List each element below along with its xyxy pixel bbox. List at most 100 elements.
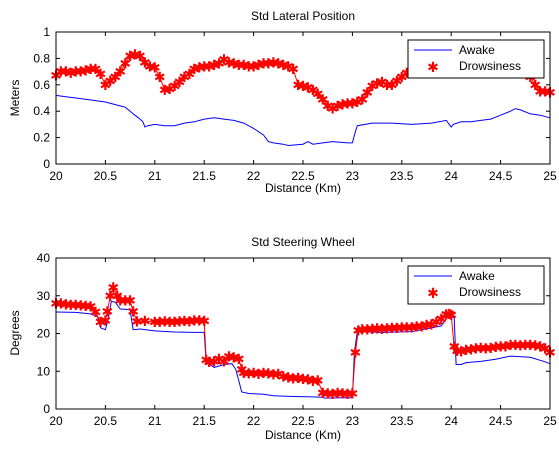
data-point-drowsiness: ✱ — [85, 62, 97, 78]
data-point-drowsiness: ✱ — [60, 65, 72, 81]
data-point-drowsiness: ✱ — [524, 338, 536, 354]
series-line-awake — [55, 300, 551, 399]
x-tick-label: 20.5 — [94, 169, 118, 183]
data-point-drowsiness: ✱ — [322, 99, 334, 115]
x-tick-label: 21.5 — [193, 414, 217, 428]
y-tick-label: 10 — [37, 364, 51, 378]
data-point-drowsiness: ✱ — [426, 317, 438, 333]
data-point-drowsiness: ✱ — [193, 61, 205, 77]
data-point-drowsiness: ✱ — [154, 315, 166, 331]
data-point-drowsiness: ✱ — [60, 297, 72, 313]
data-point-drowsiness: ✱ — [124, 293, 136, 309]
series-line-awake — [55, 94, 551, 147]
data-point-drowsiness: ✱ — [236, 362, 248, 378]
x-tick-label: 21.5 — [193, 169, 217, 183]
data-point-drowsiness: ✱ — [119, 57, 131, 73]
data-point-drowsiness: ✱ — [159, 314, 171, 330]
x-tick-label: 22 — [247, 169, 261, 183]
data-point-drowsiness: ✱ — [131, 314, 143, 330]
data-point-drowsiness: ✱ — [396, 321, 408, 337]
y-tick-label: 1 — [43, 25, 50, 39]
data-point-drowsiness: ✱ — [391, 74, 403, 90]
data-point-drowsiness: ✱ — [534, 340, 546, 356]
data-point-drowsiness: ✱ — [307, 374, 319, 390]
data-point-drowsiness: ✱ — [90, 305, 102, 321]
x-tick-label: 23.5 — [390, 169, 414, 183]
x-tick-label: 23 — [346, 414, 360, 428]
data-point-drowsiness: ✱ — [519, 338, 531, 354]
data-point-drowsiness: ✱ — [485, 341, 497, 357]
data-point-drowsiness: ✱ — [451, 344, 463, 360]
data-point-drowsiness: ✱ — [238, 366, 250, 382]
data-point-drowsiness: ✱ — [124, 49, 136, 65]
data-point-drowsiness: ✱ — [480, 342, 492, 358]
x-tick-label: 20 — [49, 169, 63, 183]
x-tick-label: 23.5 — [390, 414, 414, 428]
data-point-drowsiness: ✱ — [440, 308, 452, 324]
data-point-drowsiness: ✱ — [529, 78, 541, 94]
data-point-drowsiness: ✱ — [386, 78, 398, 94]
data-point-drowsiness: ✱ — [347, 96, 359, 112]
y-tick-label: 30 — [37, 289, 51, 303]
x-tick-label: 24.5 — [489, 414, 513, 428]
data-point-drowsiness: ✱ — [95, 315, 107, 331]
data-point-drowsiness: ✱ — [164, 82, 176, 98]
data-point-drowsiness: ✱ — [396, 70, 408, 86]
data-point-drowsiness: ✱ — [248, 366, 260, 382]
data-point-drowsiness: ✱ — [342, 96, 354, 112]
chart-steering-wheel: ✱✱✱✱✱✱✱✱✱✱✱✱✱✱✱✱✱✱✱✱✱✱✱✱✱✱✱✱✱✱✱✱✱✱✱✱✱✱✱✱… — [8, 235, 557, 442]
data-point-drowsiness: ✱ — [100, 313, 112, 329]
data-point-drowsiness: ✱ — [361, 323, 373, 339]
data-point-drowsiness: ✱ — [85, 300, 97, 316]
x-tick-label: 23 — [346, 169, 360, 183]
data-point-drowsiness: ✱ — [263, 57, 275, 73]
data-point-drowsiness: ✱ — [114, 65, 126, 81]
data-point-drowsiness: ✱ — [539, 84, 551, 100]
y-tick-label: 20 — [37, 327, 51, 341]
data-point-drowsiness: ✱ — [253, 367, 265, 383]
data-point-drowsiness: ✱ — [381, 322, 393, 338]
legend-label-drowsiness: Drowsiness — [459, 59, 521, 73]
data-point-drowsiness: ✱ — [223, 350, 235, 366]
data-point-drowsiness: ✱ — [179, 314, 191, 330]
legend-swatch-drowsiness: ✱ — [427, 59, 439, 75]
plot-content: ✱✱✱✱✱✱✱✱✱✱✱✱✱✱✱✱✱✱✱✱✱✱✱✱✱✱✱✱✱✱✱✱✱✱✱✱✱✱✱✱… — [50, 280, 556, 403]
data-point-drowsiness: ✱ — [169, 79, 181, 95]
data-point-drowsiness: ✱ — [80, 63, 92, 79]
y-tick-label: 0 — [43, 402, 50, 416]
data-point-drowsiness: ✱ — [179, 70, 191, 86]
data-point-drowsiness: ✱ — [361, 86, 373, 102]
x-tick-label: 21 — [148, 169, 162, 183]
legend-box — [407, 39, 545, 79]
axes: 20 20.5 21 21.5 22 22.5 23 23.5 24 24.5 25 0 0.2 0.4 0… — [33, 25, 557, 183]
data-point-drowsiness: ✱ — [342, 387, 354, 403]
data-point-drowsiness: ✱ — [100, 78, 112, 94]
legend-box — [407, 265, 545, 305]
x-axis-label: Distance (Km) — [265, 181, 341, 195]
data-point-drowsiness: ✱ — [184, 67, 196, 83]
chart-title: Std Lateral Position — [251, 9, 355, 23]
data-point-drowsiness: ✱ — [129, 47, 141, 63]
data-point-drowsiness: ✱ — [401, 321, 413, 337]
data-point-drowsiness: ✱ — [102, 305, 114, 321]
data-point-drowsiness: ✱ — [164, 315, 176, 331]
data-point-drowsiness: ✱ — [272, 57, 284, 73]
data-point-drowsiness: ✱ — [317, 386, 329, 402]
data-point-drowsiness: ✱ — [144, 59, 156, 75]
data-point-drowsiness: ✱ — [233, 58, 245, 74]
data-point-drowsiness: ✱ — [350, 345, 362, 361]
data-point-drowsiness: ✱ — [421, 318, 433, 334]
data-point-drowsiness: ✱ — [268, 55, 280, 71]
data-point-drowsiness: ✱ — [248, 59, 260, 75]
data-point-drowsiness: ✱ — [258, 57, 270, 73]
data-point-drowsiness: ✱ — [352, 324, 364, 340]
data-point-drowsiness: ✱ — [114, 293, 126, 309]
x-tick-label: 22 — [247, 414, 261, 428]
data-point-drowsiness: ✱ — [406, 321, 418, 337]
data-point-drowsiness: ✱ — [282, 370, 294, 386]
data-point-drowsiness: ✱ — [198, 314, 210, 330]
y-tick-label: 0.2 — [33, 131, 50, 145]
data-point-drowsiness: ✱ — [401, 66, 413, 82]
chart-lateral-position: ✱✱✱✱✱✱✱✱✱✱✱✱✱✱✱✱✱✱✱✱✱✱✱✱✱✱✱✱✱✱✱✱✱✱✱✱✱✱✱✱… — [8, 9, 557, 195]
